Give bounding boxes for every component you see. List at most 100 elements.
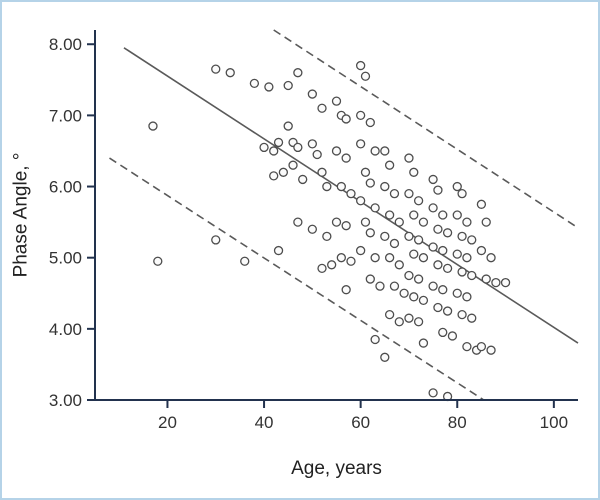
scatter-point bbox=[428, 388, 438, 398]
upper-prediction-limit bbox=[273, 29, 579, 229]
scatter-point bbox=[148, 121, 158, 131]
scatter-point bbox=[500, 277, 511, 288]
scatter-point bbox=[428, 281, 438, 291]
scatter-point bbox=[211, 235, 221, 245]
scatter-point bbox=[365, 228, 375, 238]
scatter-point bbox=[486, 253, 496, 263]
scatter-point bbox=[438, 285, 448, 295]
scatter-point bbox=[428, 203, 438, 213]
scatter-point bbox=[355, 196, 366, 206]
scatter-point bbox=[428, 242, 438, 252]
scatter-point bbox=[269, 171, 279, 181]
scatter-point bbox=[409, 249, 419, 259]
scatter-point bbox=[380, 231, 390, 241]
scatter-point bbox=[264, 82, 274, 92]
scatter-point bbox=[486, 345, 496, 355]
scatter-point bbox=[211, 64, 221, 74]
scatter-point bbox=[457, 267, 467, 277]
scatter-point bbox=[293, 217, 303, 227]
scatter-point bbox=[389, 238, 400, 249]
scatter-point bbox=[293, 68, 303, 78]
x-tick-label: 80 bbox=[448, 413, 467, 432]
scatter-point bbox=[380, 352, 390, 362]
scatter-point bbox=[409, 292, 419, 302]
scatter-point bbox=[307, 89, 318, 99]
y-tick-label: 6.00 bbox=[49, 178, 82, 197]
x-tick-label: 40 bbox=[255, 413, 274, 432]
scatter-point bbox=[331, 146, 342, 156]
scatter-point bbox=[491, 277, 501, 288]
y-tick-label: 7.00 bbox=[49, 106, 82, 125]
scatter-point bbox=[442, 228, 453, 238]
x-tick-label: 100 bbox=[540, 413, 568, 432]
scatter-point bbox=[312, 149, 322, 160]
scatter-point bbox=[438, 245, 448, 256]
scatter-point bbox=[467, 313, 477, 323]
scatter-point bbox=[438, 210, 448, 220]
scatter-point bbox=[283, 121, 293, 131]
y-tick-label: 8.00 bbox=[49, 35, 82, 54]
scatter-point bbox=[442, 306, 453, 316]
scatter-point bbox=[370, 146, 380, 156]
scatter-point bbox=[389, 189, 400, 199]
scatter-point bbox=[467, 270, 477, 281]
scatter-point bbox=[331, 96, 342, 106]
scatter-point bbox=[462, 341, 472, 352]
scatter-point bbox=[278, 167, 289, 177]
scatter-point bbox=[346, 256, 356, 266]
scatter-point bbox=[447, 331, 458, 341]
scatter-point bbox=[380, 181, 390, 192]
scatter-point bbox=[331, 217, 342, 227]
scatter-point bbox=[413, 317, 424, 327]
scatter-point bbox=[394, 317, 404, 327]
scatter-point bbox=[307, 139, 318, 149]
scatter-point bbox=[153, 256, 163, 266]
scatter-point bbox=[249, 78, 260, 89]
y-tick-label: 5.00 bbox=[49, 249, 82, 268]
scatter-point bbox=[273, 245, 284, 256]
scatter-point bbox=[365, 117, 375, 128]
scatter-point bbox=[307, 224, 318, 234]
scatter-point bbox=[317, 263, 327, 274]
scatter-point bbox=[355, 245, 366, 256]
scatter-point bbox=[394, 217, 404, 227]
scatter-point bbox=[413, 235, 424, 245]
scatter-point bbox=[452, 288, 462, 298]
scatter-point bbox=[452, 249, 462, 259]
scatter-point bbox=[384, 309, 395, 320]
scatter-point bbox=[433, 302, 443, 313]
scatter-point bbox=[384, 253, 395, 263]
scatter-point bbox=[452, 181, 462, 192]
scatter-point bbox=[370, 203, 380, 213]
scatter-point bbox=[476, 199, 487, 209]
scatter-point bbox=[317, 167, 327, 177]
y-axis-label: Phase Angle, ° bbox=[10, 152, 32, 278]
scatter-point bbox=[370, 253, 380, 263]
scatter-point bbox=[298, 174, 308, 185]
scatter-point bbox=[336, 181, 346, 192]
scatter-point bbox=[409, 167, 419, 177]
x-tick-label: 60 bbox=[351, 413, 370, 432]
scatter-point bbox=[413, 196, 424, 206]
scatter-point bbox=[365, 178, 375, 188]
scatter-point bbox=[375, 281, 385, 291]
y-tick-label: 3.00 bbox=[49, 391, 82, 410]
scatter-point bbox=[476, 245, 487, 256]
scatter-point bbox=[240, 256, 250, 266]
scatter-point bbox=[442, 263, 453, 274]
scatter-point bbox=[384, 160, 395, 170]
scatter-point bbox=[457, 189, 467, 199]
scatter-point bbox=[462, 292, 472, 302]
scatter-point bbox=[418, 253, 429, 263]
scatter-point bbox=[341, 285, 351, 295]
scatter-point bbox=[481, 274, 491, 284]
scatter-point bbox=[418, 217, 429, 227]
scatter-point bbox=[399, 288, 409, 298]
scatter-point bbox=[327, 260, 337, 270]
scatter-point bbox=[341, 153, 351, 163]
scatter-point bbox=[457, 231, 467, 241]
scatter-point bbox=[293, 142, 303, 153]
scatter-point bbox=[418, 338, 429, 348]
scatter-point bbox=[481, 217, 491, 227]
x-tick-label: 20 bbox=[158, 413, 177, 432]
